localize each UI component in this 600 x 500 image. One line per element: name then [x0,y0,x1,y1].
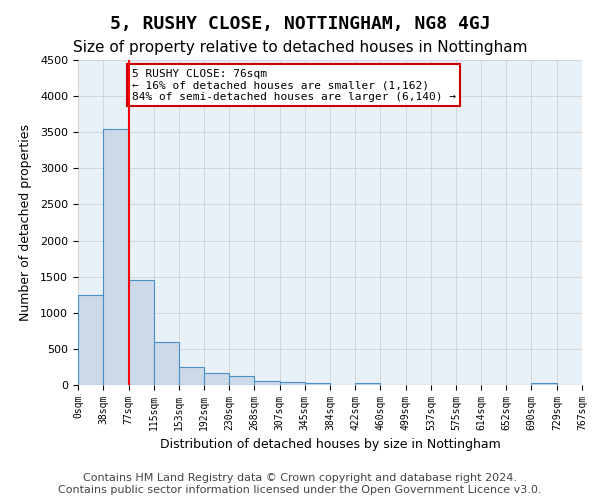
Bar [179,367,204,385]
Text: 5 RUSHY CLOSE: 76sqm
← 16% of detached houses are smaller (1,162)
84% of semi-de: 5 RUSHY CLOSE: 76sqm ← 16% of detached h… [132,68,456,102]
Text: Contains HM Land Registry data © Crown copyright and database right 2024.
Contai: Contains HM Land Registry data © Crown c… [58,474,542,495]
X-axis label: Distribution of detached houses by size in Nottingham: Distribution of detached houses by size … [160,438,500,452]
Bar [532,383,557,385]
Bar [254,380,280,385]
Bar [103,128,128,385]
Text: 5, RUSHY CLOSE, NOTTINGHAM, NG8 4GJ: 5, RUSHY CLOSE, NOTTINGHAM, NG8 4GJ [110,15,490,33]
Bar [78,294,103,385]
Bar [204,374,229,385]
Bar [154,342,179,385]
Bar [128,280,154,385]
Text: Size of property relative to detached houses in Nottingham: Size of property relative to detached ho… [73,40,527,55]
Bar [280,382,305,385]
Bar [305,383,331,385]
Bar [355,383,380,385]
Bar [229,376,254,385]
Y-axis label: Number of detached properties: Number of detached properties [19,124,32,321]
